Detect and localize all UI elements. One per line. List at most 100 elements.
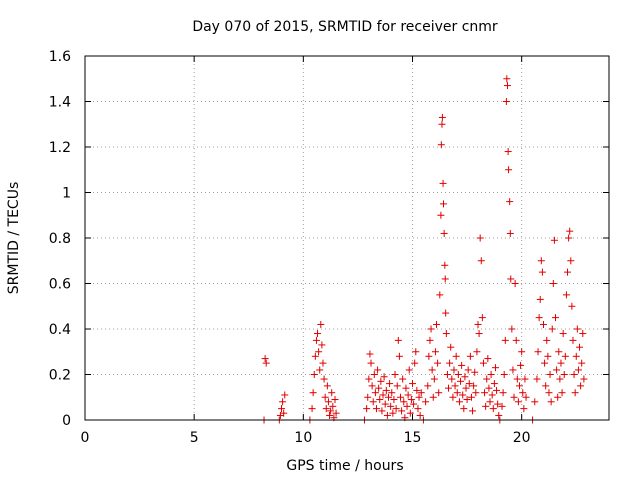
grid xyxy=(85,56,609,420)
data-point xyxy=(466,352,474,360)
data-point xyxy=(428,366,436,374)
x-tick-label: 20 xyxy=(513,430,531,446)
data-point xyxy=(471,368,479,376)
data-point xyxy=(411,359,419,367)
data-point xyxy=(332,409,340,417)
data-point xyxy=(501,336,509,344)
data-point xyxy=(499,389,507,397)
data-point xyxy=(387,402,395,410)
y-tick-label: 0.8 xyxy=(49,231,71,247)
plot-frame xyxy=(84,55,610,421)
data-point xyxy=(316,366,324,374)
data-point xyxy=(467,393,475,401)
data-point xyxy=(562,291,570,299)
data-point xyxy=(321,393,329,401)
data-point xyxy=(429,393,437,401)
data-point xyxy=(577,382,585,390)
data-point xyxy=(366,350,374,358)
data-point xyxy=(548,325,556,333)
data-point xyxy=(422,398,430,406)
data-point xyxy=(463,396,471,404)
data-point xyxy=(488,391,496,399)
data-point xyxy=(369,398,377,406)
data-point xyxy=(500,371,508,378)
chart-title: Day 070 of 2015, SRMTID for receiver cnm… xyxy=(192,19,498,35)
data-point xyxy=(367,359,375,367)
data-point xyxy=(487,371,495,378)
data-point xyxy=(364,393,372,401)
data-point xyxy=(518,348,526,356)
data-point xyxy=(580,375,588,383)
data-point xyxy=(404,391,412,399)
data-point xyxy=(511,280,519,287)
data-point xyxy=(493,386,501,394)
data-point xyxy=(380,373,388,381)
data-point xyxy=(435,389,443,397)
data-point xyxy=(554,393,562,401)
data-point xyxy=(447,343,455,351)
data-point xyxy=(443,371,451,378)
data-point xyxy=(281,391,289,399)
data-point xyxy=(433,320,441,328)
data-point xyxy=(441,261,449,269)
data-point xyxy=(502,98,510,105)
data-point xyxy=(383,411,391,419)
data-point xyxy=(531,398,539,406)
data-point xyxy=(403,402,411,410)
data-point xyxy=(410,400,418,408)
data-point xyxy=(483,375,491,383)
data-point xyxy=(449,393,457,401)
data-point xyxy=(414,405,422,413)
y-tick-label: 1.4 xyxy=(49,95,71,111)
x-tick-labels: 0 5 10 15 20 xyxy=(81,430,531,446)
data-point xyxy=(441,275,449,283)
data-point xyxy=(508,325,516,333)
data-point xyxy=(323,382,331,390)
data-point xyxy=(261,355,269,363)
data-point xyxy=(375,384,383,392)
data-point xyxy=(506,198,514,206)
data-point xyxy=(388,389,396,397)
data-point xyxy=(543,336,551,344)
x-tick-label: 10 xyxy=(294,430,312,446)
data-point xyxy=(469,407,477,415)
data-point xyxy=(440,229,448,237)
data-point xyxy=(570,371,578,378)
data-point xyxy=(417,389,425,397)
data-point xyxy=(431,348,439,356)
data-point xyxy=(412,348,420,356)
data-point xyxy=(507,275,515,283)
data-point xyxy=(389,409,397,417)
data-point xyxy=(521,375,529,383)
data-point xyxy=(545,389,553,397)
data-point xyxy=(384,393,392,401)
y-tick-label: 0.4 xyxy=(49,322,71,338)
data-point xyxy=(475,330,483,338)
y-tick-label: 0.2 xyxy=(49,368,71,384)
data-point xyxy=(376,396,384,404)
data-point xyxy=(473,348,481,356)
data-point xyxy=(439,179,447,187)
data-point xyxy=(320,375,328,383)
data-point xyxy=(572,352,580,360)
data-point xyxy=(552,314,560,322)
data-point xyxy=(451,382,459,390)
data-point xyxy=(542,382,550,390)
data-point xyxy=(312,336,320,344)
data-point xyxy=(424,382,432,390)
data-point xyxy=(512,336,520,344)
data-point xyxy=(457,377,465,385)
data-point xyxy=(546,371,554,378)
x-axis-label: GPS time / hours xyxy=(286,458,403,474)
data-point xyxy=(538,268,546,276)
data-point xyxy=(513,375,521,383)
data-point xyxy=(462,384,470,392)
data-point xyxy=(574,366,582,374)
data-point xyxy=(571,389,579,397)
data-point xyxy=(437,211,445,219)
data-point xyxy=(486,398,494,406)
y-axis-label: SRMTID / TECUs xyxy=(6,182,22,295)
data-point xyxy=(372,405,380,413)
data-point xyxy=(368,382,376,390)
data-point xyxy=(390,396,398,404)
